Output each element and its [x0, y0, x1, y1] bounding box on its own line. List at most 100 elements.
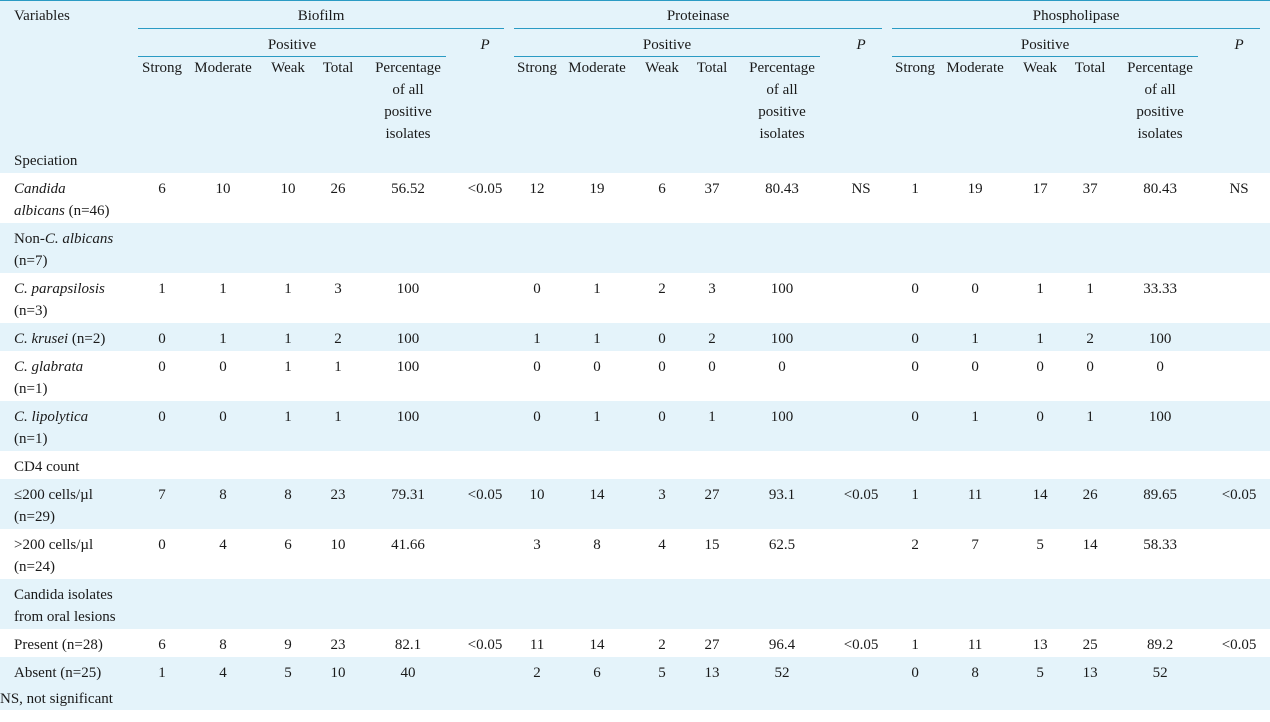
empty-cell	[892, 579, 938, 629]
empty-cell	[690, 451, 734, 479]
table-cell: 1	[911, 637, 919, 653]
header-row-positive: Positive P Positive P Positive P	[0, 29, 1270, 57]
row-label-text: (n=29)	[14, 509, 55, 525]
table-cell: 1	[334, 409, 342, 425]
empty-cell	[1112, 451, 1208, 479]
table-cell: 1	[911, 487, 919, 503]
table-cell: 0	[533, 409, 541, 425]
subcolumn-header: Strong	[517, 60, 558, 76]
table-cell: 27	[704, 637, 720, 653]
table-row: C. parapsilosis (n=3) 1 1 1 3 100 0 1 2 3 100 0 0 1 1 33…	[0, 273, 1270, 323]
table-cell: 3	[334, 281, 342, 297]
table-cell: 100	[770, 331, 794, 347]
row-label: ≤200 cells/µl (n=29)	[0, 479, 138, 529]
table-cell: 23	[330, 637, 346, 653]
header-row-subcolumns: Strong Moderate Weak Total Percentage of all p…	[0, 57, 1270, 145]
empty-cell	[260, 579, 316, 629]
empty-cell	[456, 223, 514, 273]
empty-cell	[634, 579, 690, 629]
table-cell: 41.66	[391, 537, 425, 553]
table-cell: 6	[658, 181, 666, 197]
empty-cell	[138, 145, 186, 173]
section-row: CD4 count	[0, 451, 1270, 479]
row-label-line: ≤200 cells/µl	[14, 484, 138, 506]
table-cell: 0	[971, 359, 979, 375]
percentage-header-line: isolates	[385, 126, 431, 142]
row-label-text: ≤200 cells/µl	[14, 487, 93, 503]
table-row: Candida albicans (n=46) 6 10 10 26 56.52 <0.05 1…	[0, 173, 1270, 223]
table-cell	[1208, 529, 1270, 579]
table-cell: 19	[589, 181, 605, 197]
table-cell: 8	[284, 487, 292, 503]
empty-cell	[892, 145, 938, 173]
table-cell: 10	[529, 487, 545, 503]
table-cell: 0	[158, 409, 166, 425]
table-cell: 2	[1086, 331, 1094, 347]
empty-cell	[260, 223, 316, 273]
subcolumn-header: Total	[696, 60, 728, 76]
table-cell: 1	[1086, 409, 1094, 425]
table-cell: 2	[911, 537, 919, 553]
row-label: C. parapsilosis (n=3)	[0, 273, 138, 323]
empty-cell	[186, 451, 260, 479]
row-label-text: (n=3)	[14, 303, 48, 319]
row-label-line: C. lipolytica	[14, 406, 138, 428]
empty-cell	[830, 451, 892, 479]
table-cell: 1	[533, 331, 541, 347]
table-cell: 11	[967, 637, 983, 653]
table-cell: 1	[158, 665, 166, 681]
row-label: C. glabrata (n=1)	[0, 351, 138, 401]
positive-header: Positive	[138, 29, 456, 57]
empty-cell	[1208, 579, 1270, 629]
row-label-text: Absent (n=25)	[14, 665, 102, 681]
table-row: C. krusei (n=2) 0 1 1 2 100 1 1 0 2 100 0 1 1 2 100	[0, 323, 1270, 351]
row-label-line: C. krusei (n=2)	[14, 328, 138, 350]
table-cell: 0	[778, 359, 786, 375]
empty-cell	[514, 579, 560, 629]
table-cell: 100	[770, 409, 794, 425]
table-cell: 26	[330, 181, 346, 197]
empty-cell	[138, 223, 186, 273]
empty-cell	[186, 145, 260, 173]
table-cell: 23	[330, 487, 346, 503]
table-cell: 2	[708, 331, 716, 347]
table-cell: 62.5	[768, 537, 796, 553]
percentage-header-line: positive	[758, 104, 806, 120]
empty-cell	[634, 145, 690, 173]
empty-cell	[1012, 145, 1068, 173]
empty-cell	[938, 223, 1012, 273]
row-label-text: (n=1)	[14, 431, 48, 447]
table-cell: 10	[280, 181, 296, 197]
table-cell: 4	[658, 537, 666, 553]
table-cell: 0	[533, 281, 541, 297]
table-cell: 0	[1086, 359, 1094, 375]
table-cell: NS	[851, 181, 871, 197]
row-label-line: (n=7)	[14, 253, 48, 269]
row-label-italic: C. albicans	[44, 231, 114, 247]
table-cell	[1208, 273, 1270, 323]
empty-cell	[138, 579, 186, 629]
empty-cell	[260, 145, 316, 173]
table-cell: 80.43	[1143, 181, 1177, 197]
row-label-italic: albicans	[14, 203, 65, 219]
row-label-italic: C. parapsilosis	[14, 281, 105, 297]
empty-cell	[514, 145, 560, 173]
table-cell	[830, 529, 892, 579]
table-cell: 1	[593, 409, 601, 425]
table-cell: 7	[971, 537, 979, 553]
row-label-italic: C. lipolytica	[14, 409, 89, 425]
table-row: ≤200 cells/µl (n=29) 7 8 8 23 79.31 <0.05 10 14 3 2…	[0, 479, 1270, 529]
table-cell: 2	[334, 331, 342, 347]
table-cell: 100	[1148, 331, 1172, 347]
table-cell: 3	[658, 487, 666, 503]
table-cell: 13	[1032, 637, 1048, 653]
subcolumn-header: Total	[322, 60, 354, 76]
table-cell: 58.33	[1143, 537, 1177, 553]
empty-cell	[316, 145, 360, 173]
footnote-row: NS, not significant	[0, 685, 1270, 710]
table-cell: 13	[704, 665, 720, 681]
row-label-line: Speciation	[14, 153, 78, 169]
table-row: C. glabrata (n=1) 0 0 1 1 100 0 0 0 0 0 0 0 0 0 0	[0, 351, 1270, 401]
empty-cell	[316, 223, 360, 273]
p-header: P	[1234, 37, 1244, 53]
